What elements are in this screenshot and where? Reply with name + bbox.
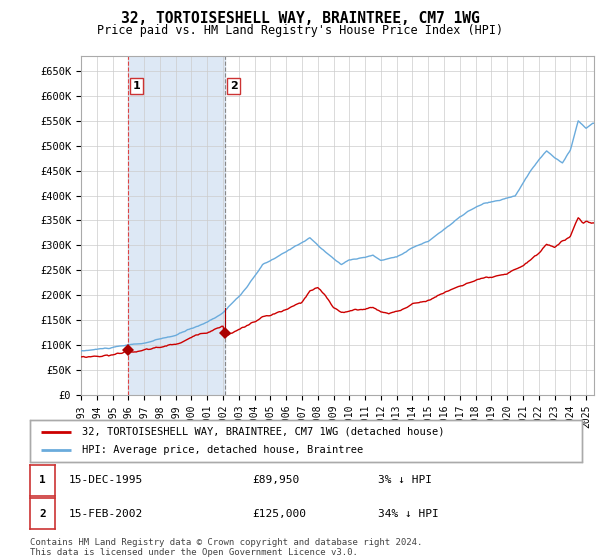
Text: 2: 2 <box>230 81 238 91</box>
Text: £89,950: £89,950 <box>252 475 299 485</box>
Text: 32, TORTOISESHELL WAY, BRAINTREE, CM7 1WG (detached house): 32, TORTOISESHELL WAY, BRAINTREE, CM7 1W… <box>82 427 445 437</box>
Text: 15-DEC-1995: 15-DEC-1995 <box>69 475 143 485</box>
Bar <box>128 56 225 395</box>
Text: 15-FEB-2002: 15-FEB-2002 <box>69 509 143 519</box>
Text: 3% ↓ HPI: 3% ↓ HPI <box>378 475 432 485</box>
Text: Contains HM Land Registry data © Crown copyright and database right 2024.
This d: Contains HM Land Registry data © Crown c… <box>30 538 422 557</box>
Text: £125,000: £125,000 <box>252 509 306 519</box>
Text: 1: 1 <box>133 81 140 91</box>
Text: Price paid vs. HM Land Registry's House Price Index (HPI): Price paid vs. HM Land Registry's House … <box>97 24 503 36</box>
Text: 1: 1 <box>39 475 46 485</box>
Text: 34% ↓ HPI: 34% ↓ HPI <box>378 509 439 519</box>
Text: 32, TORTOISESHELL WAY, BRAINTREE, CM7 1WG: 32, TORTOISESHELL WAY, BRAINTREE, CM7 1W… <box>121 11 479 26</box>
Text: 2: 2 <box>39 509 46 519</box>
Text: HPI: Average price, detached house, Braintree: HPI: Average price, detached house, Brai… <box>82 445 364 455</box>
